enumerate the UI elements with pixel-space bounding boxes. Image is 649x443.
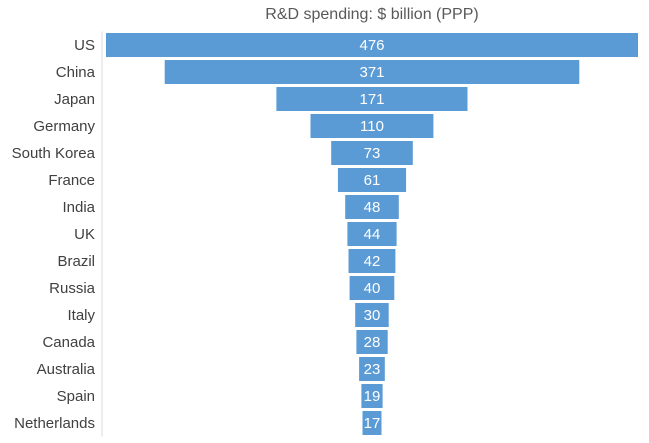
bar-us bbox=[106, 33, 638, 57]
value-label-china: 371 bbox=[359, 64, 384, 81]
value-label-spain: 19 bbox=[364, 388, 381, 405]
value-label-germany: 110 bbox=[360, 118, 384, 135]
category-label-japan: Japan bbox=[54, 91, 95, 108]
bar-italy bbox=[355, 303, 389, 327]
chart-title: R&D spending: $ billion (PPP) bbox=[265, 6, 478, 23]
category-label-india: India bbox=[62, 199, 95, 216]
bar-china bbox=[164, 60, 580, 84]
bar-spain bbox=[361, 384, 383, 408]
category-label-spain: Spain bbox=[57, 388, 95, 405]
category-label-netherlands: Netherlands bbox=[14, 415, 95, 432]
value-label-india: 48 bbox=[364, 199, 381, 216]
category-label-south-korea: South Korea bbox=[12, 145, 96, 162]
category-label-uk: UK bbox=[74, 226, 95, 243]
bar-russia bbox=[349, 276, 395, 300]
value-label-australia: 23 bbox=[364, 361, 381, 378]
value-label-italy: 30 bbox=[364, 307, 381, 324]
category-label-italy: Italy bbox=[67, 307, 95, 324]
bar-canada bbox=[356, 330, 388, 354]
category-label-germany: Germany bbox=[33, 118, 95, 135]
bar-uk bbox=[347, 222, 397, 246]
bar-japan bbox=[276, 87, 468, 111]
value-labels: 476 371 171 110 73 61 48 44 42 40 30 28 23 19 17 bbox=[359, 37, 384, 432]
value-label-france: 61 bbox=[364, 172, 381, 189]
value-label-netherlands: 17 bbox=[364, 415, 381, 432]
category-label-russia: Russia bbox=[49, 280, 96, 297]
category-label-brazil: Brazil bbox=[57, 253, 95, 270]
bars-group bbox=[106, 33, 638, 435]
category-label-australia: Australia bbox=[37, 361, 96, 378]
value-label-japan: 171 bbox=[359, 91, 384, 108]
bar-brazil bbox=[348, 249, 396, 273]
value-label-us: 476 bbox=[359, 37, 384, 54]
value-label-uk: 44 bbox=[364, 226, 381, 243]
category-label-us: US bbox=[74, 37, 95, 54]
bar-india bbox=[345, 195, 399, 219]
bar-australia bbox=[359, 357, 385, 381]
category-labels: US China Japan Germany South Korea France Indi… bbox=[12, 37, 96, 432]
bar-germany bbox=[310, 114, 434, 138]
bar-netherlands bbox=[362, 411, 382, 435]
category-label-china: China bbox=[56, 64, 96, 81]
bar-france bbox=[337, 168, 407, 192]
value-label-russia: 40 bbox=[364, 280, 381, 297]
category-label-france: France bbox=[48, 172, 95, 189]
category-label-canada: Canada bbox=[42, 334, 95, 351]
bar-south-korea bbox=[331, 141, 413, 165]
value-label-canada: 28 bbox=[364, 334, 381, 351]
value-label-brazil: 42 bbox=[364, 253, 381, 270]
value-label-south-korea: 73 bbox=[364, 145, 381, 162]
